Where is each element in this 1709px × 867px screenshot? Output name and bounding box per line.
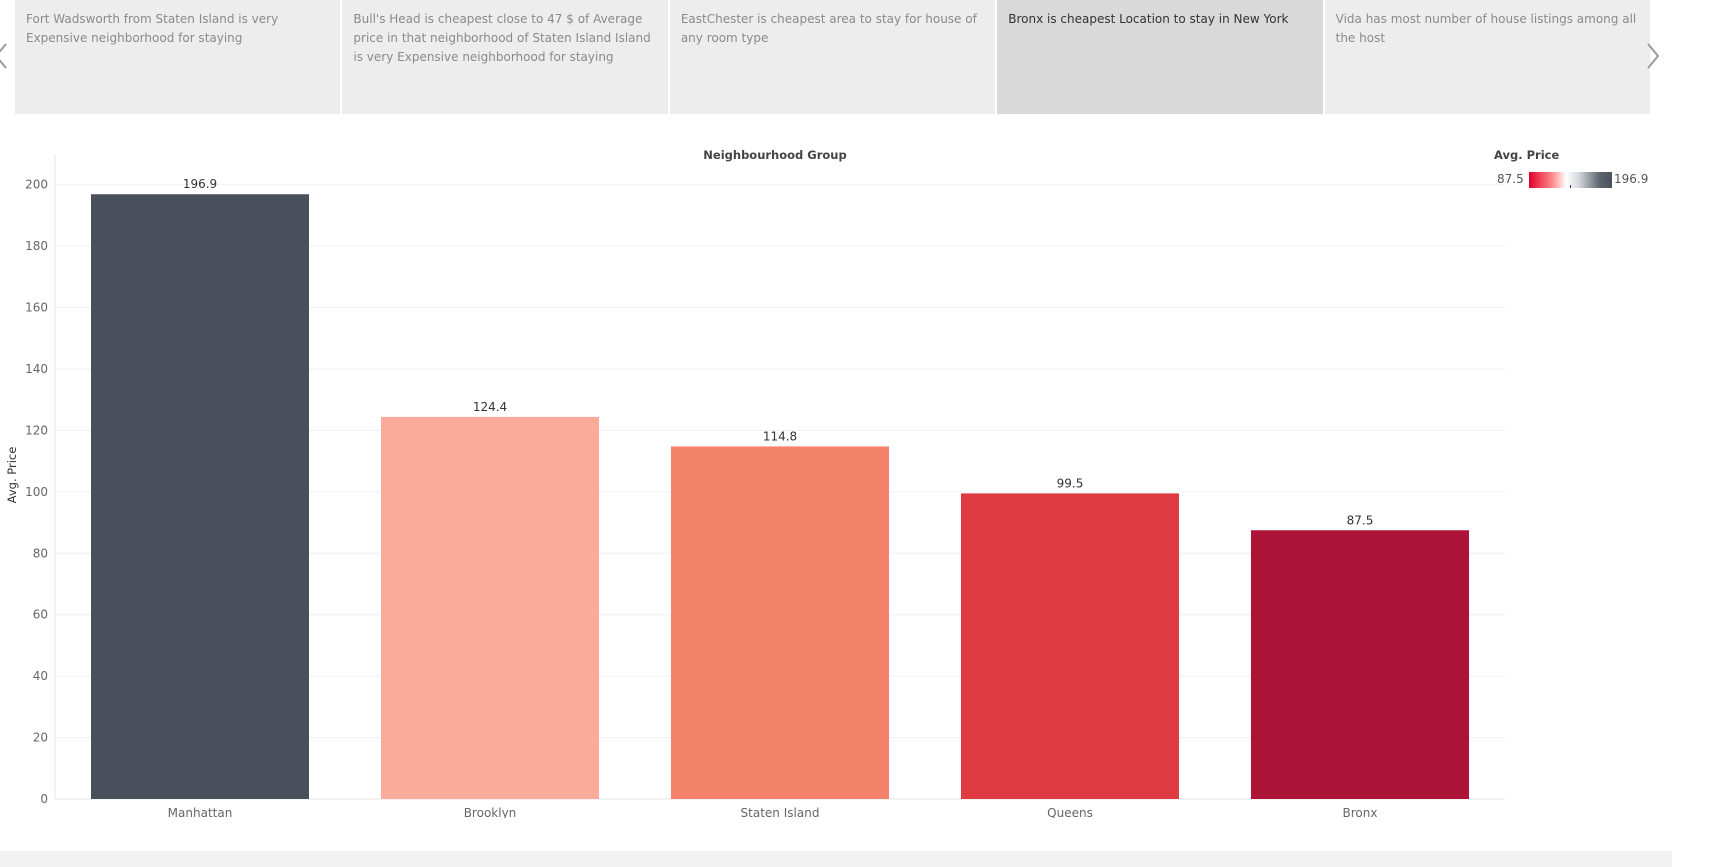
y-tick-label: 160	[25, 301, 48, 315]
chevron-right-icon	[1647, 43, 1660, 69]
y-tick-label: 180	[25, 239, 48, 253]
story-point-2[interactable]: Bull's Head is cheapest close to 47 $ of…	[342, 0, 668, 114]
bar-value-label: 114.8	[763, 429, 797, 443]
y-tick-label: 60	[33, 608, 48, 622]
bar-value-label: 99.5	[1057, 476, 1084, 490]
story-point-4[interactable]: Bronx is cheapest Location to stay in Ne…	[997, 0, 1323, 114]
bar-queens	[961, 493, 1179, 799]
legend-gradient	[1529, 172, 1612, 188]
column-header: Neighbourhood Group	[703, 148, 847, 162]
story-point-3[interactable]: EastChester is cheapest area to stay for…	[669, 0, 996, 114]
x-tick-label: Staten Island	[741, 806, 820, 818]
chevron-left-icon	[0, 43, 7, 69]
legend-min-label: 87.5	[1497, 172, 1524, 186]
footer-band	[0, 851, 1672, 867]
bar-staten-island	[671, 446, 889, 799]
next-story-point-button[interactable]	[1640, 38, 1664, 74]
x-tick-label: Queens	[1047, 806, 1093, 818]
bar-chart: Neighbourhood Group Avg. Price 0 20 40 60 80…	[0, 118, 1709, 818]
x-tick-label: Bronx	[1343, 806, 1378, 818]
bar-value-label: 87.5	[1347, 513, 1374, 527]
y-tick-label: 120	[25, 423, 48, 437]
y-tick-label: 20	[33, 731, 48, 745]
x-tick-label: Brooklyn	[464, 806, 517, 818]
y-tick-label: 0	[40, 792, 48, 806]
bar-manhattan	[91, 194, 309, 799]
chart-plot-area: 0 20 40 60 80 100 120 140 160 180 200 196.9 Manhatta…	[25, 154, 1505, 818]
story-point-5[interactable]: Vida has most number of house listings a…	[1324, 0, 1651, 114]
bar-value-label: 124.4	[473, 400, 507, 414]
y-tick-label: 100	[25, 485, 48, 499]
y-tick-label: 200	[25, 178, 48, 192]
color-legend: Avg. Price 87.5 196.9	[1494, 148, 1694, 198]
story-point-1[interactable]: Fort Wadsworth from Staten Island is ver…	[15, 0, 341, 114]
legend-tick	[1570, 185, 1571, 188]
previous-story-point-button[interactable]	[0, 38, 14, 74]
y-tick-label: 80	[33, 546, 48, 560]
legend-max-label: 196.9	[1614, 172, 1649, 186]
x-tick-label: Manhattan	[168, 806, 233, 818]
bar-brooklyn	[381, 416, 599, 799]
bar-value-label: 196.9	[183, 177, 217, 191]
bar-bronx	[1251, 530, 1469, 799]
legend-title: Avg. Price	[1494, 148, 1560, 162]
y-tick-label: 40	[33, 669, 48, 683]
story-navigator: Fort Wadsworth from Staten Island is ver…	[15, 0, 1651, 114]
y-tick-label: 140	[25, 362, 48, 376]
